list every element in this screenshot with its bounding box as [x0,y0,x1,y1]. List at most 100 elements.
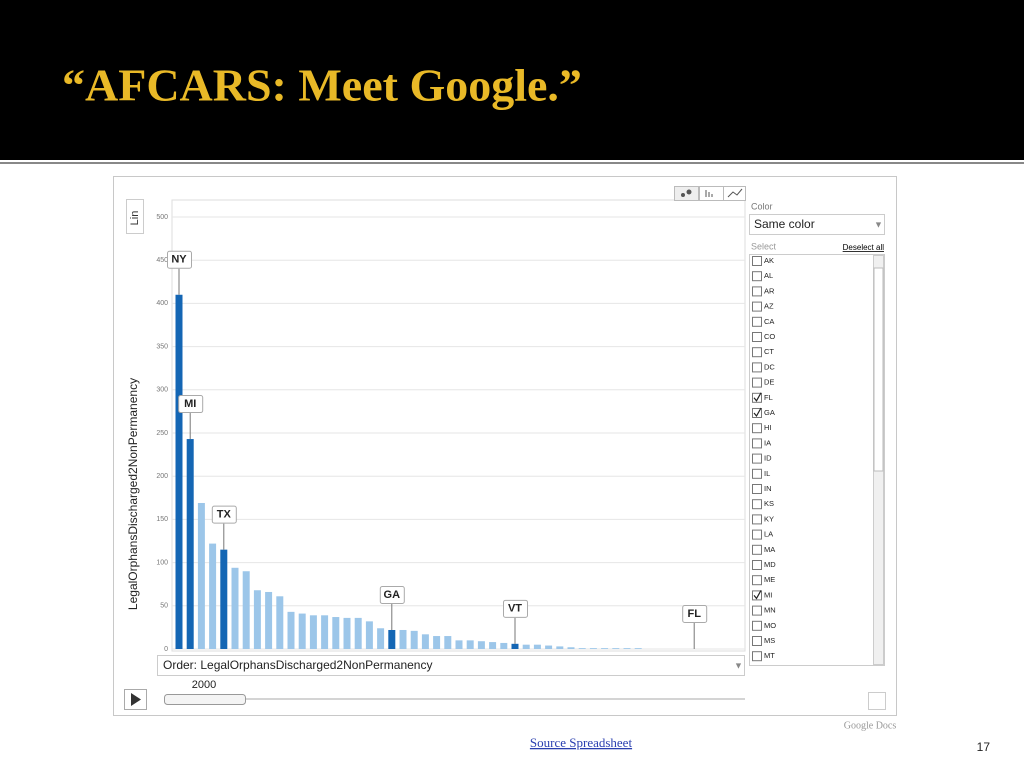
y-tick-label: 50 [160,603,168,610]
state-checkbox[interactable] [752,651,762,662]
state-checkbox[interactable] [752,286,762,297]
bar[interactable] [556,646,564,649]
source-link[interactable]: Source Spreadsheet [530,735,633,750]
callout-box [211,505,237,524]
bar[interactable] [175,294,183,649]
state-label: CO [764,332,775,341]
state-checkbox[interactable] [752,347,762,358]
bar[interactable] [500,642,508,649]
scale-toggle[interactable]: Lin [129,211,141,226]
state-checkbox[interactable] [752,316,762,327]
state-label: IL [764,469,770,478]
bar[interactable] [354,617,362,649]
state-checkbox[interactable] [752,499,762,510]
y-tick-label: 300 [156,387,168,394]
state-checkbox[interactable] [752,636,762,646]
bar[interactable] [511,643,519,649]
state-label: FL [764,393,773,402]
settings-button[interactable] [868,692,886,710]
y-tick-label: 150 [156,516,168,523]
bar[interactable] [399,629,407,649]
state-list [749,254,885,666]
state-checkbox[interactable] [752,453,762,464]
y-axis-label[interactable]: LegalOrphansDischarged2NonPermanency [126,378,140,610]
bar[interactable] [332,617,340,649]
scale-toggle-box[interactable] [126,199,144,234]
bar[interactable] [410,630,418,649]
state-checkbox[interactable] [752,392,762,403]
state-checkbox[interactable] [752,468,762,479]
order-select[interactable] [157,655,745,676]
state-checkbox[interactable] [752,605,762,616]
bar[interactable] [589,648,597,649]
state-checkbox[interactable] [752,362,762,373]
state-checkbox[interactable] [752,575,762,586]
bar[interactable] [197,502,205,649]
state-checkbox[interactable] [752,620,762,631]
bar[interactable] [634,648,642,649]
state-checkbox[interactable] [752,332,762,342]
bar[interactable] [377,628,385,649]
callout-box [379,585,405,604]
bar[interactable] [601,648,609,649]
bar[interactable] [343,617,351,649]
bar[interactable] [365,621,373,649]
bar[interactable] [309,615,317,649]
bar[interactable] [231,567,239,649]
state-checkbox[interactable] [752,544,762,555]
bar[interactable] [533,644,541,649]
bar[interactable] [287,611,295,649]
state-label: DC [764,362,775,371]
callout-label: MI [184,398,196,410]
state-label: MT [764,651,775,660]
bar[interactable] [276,596,284,649]
bar[interactable] [567,647,575,649]
bar[interactable] [477,641,485,649]
bar[interactable] [421,634,429,649]
bar[interactable] [612,648,620,649]
bar[interactable] [321,615,329,649]
state-checkbox[interactable] [752,256,762,266]
bar[interactable] [220,549,228,649]
bubble-icon [686,189,692,195]
bar[interactable] [388,629,396,649]
state-checkbox[interactable] [752,423,762,434]
state-checkbox[interactable] [752,271,762,282]
bar[interactable] [265,591,273,649]
state-label: AR [764,286,775,295]
bar[interactable] [253,590,261,649]
time-slider[interactable] [164,694,246,705]
state-checkbox[interactable] [752,514,762,525]
state-checkbox[interactable] [752,377,762,388]
bar[interactable] [455,640,463,649]
bar[interactable] [242,571,250,649]
state-checkbox[interactable] [752,438,762,449]
y-tick-label: 0 [164,646,168,653]
state-label: MS [764,636,775,645]
bar[interactable] [433,636,441,649]
state-checkbox[interactable] [752,408,762,418]
state-label: ID [764,454,772,463]
bar[interactable] [489,642,497,649]
bar[interactable] [578,648,586,649]
bar[interactable] [466,640,474,649]
bar[interactable] [522,644,530,649]
bar[interactable] [186,439,194,649]
bar-button[interactable] [699,186,724,201]
state-checkbox[interactable] [752,590,762,601]
header-band [0,0,1024,160]
bar[interactable] [444,636,452,649]
state-checkbox[interactable] [752,484,762,494]
deselect-all[interactable]: Deselect all [843,243,885,252]
state-checkbox[interactable] [752,301,762,312]
bar[interactable] [545,645,553,649]
bar[interactable] [209,543,217,649]
bar[interactable] [623,648,631,649]
scroll-thumb[interactable] [873,267,884,472]
color-select[interactable] [749,214,885,235]
bar[interactable] [298,613,306,649]
state-checkbox[interactable] [752,560,762,570]
bubble-button[interactable] [674,186,699,201]
state-checkbox[interactable] [752,529,762,540]
